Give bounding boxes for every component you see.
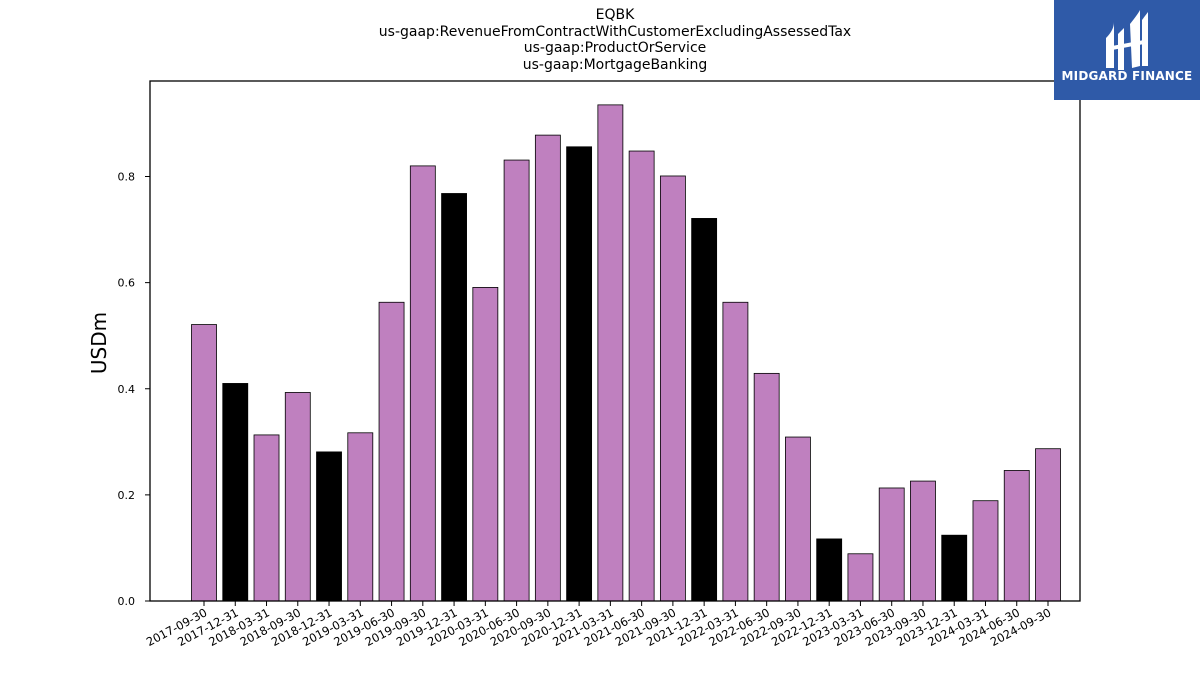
bar-2024-09-30 <box>1035 448 1061 602</box>
title-line-4: us-gaap:MortgageBanking <box>522 57 708 73</box>
bar-2023-03-31 <box>847 553 874 602</box>
bar-2018-09-30 <box>284 392 311 602</box>
bar-2019-03-31 <box>347 432 374 602</box>
bar-2017-09-30 <box>191 324 217 602</box>
bar-2020-06-30 <box>503 159 530 602</box>
bar-2022-03-31 <box>722 301 749 602</box>
bar-2021-03-31 <box>597 104 624 602</box>
bar-2023-06-30 <box>878 487 905 602</box>
y-tick-label: 0.4 <box>118 383 136 396</box>
y-tick-label: 0.0 <box>118 595 136 608</box>
y-tick-label: 0.2 <box>118 489 136 502</box>
bar-2017-12-31 <box>222 383 249 602</box>
bar-2019-12-31 <box>441 193 467 602</box>
y-tick-label: 0.8 <box>118 171 136 184</box>
bar-2021-06-30 <box>628 150 655 602</box>
bar-2024-06-30 <box>1003 470 1030 602</box>
y-tick-label: 0.6 <box>118 277 136 290</box>
bar-2022-09-30 <box>785 436 811 602</box>
bar-2023-09-30 <box>910 480 936 602</box>
bar-2023-12-31 <box>941 534 968 602</box>
logo-text: MIDGARD FINANCE <box>1061 69 1193 83</box>
title-line-3: us-gaap:ProductOrService <box>523 40 707 56</box>
midgard-finance-logo: MIDGARD FINANCE <box>1054 0 1200 100</box>
bar-2018-12-31 <box>316 451 342 602</box>
bar-2020-09-30 <box>534 134 561 602</box>
title-line-2: us-gaap:RevenueFromContractWithCustomerE… <box>378 24 852 40</box>
bar-2021-12-31 <box>691 218 718 602</box>
plot-frame <box>149 80 1081 602</box>
bar-2019-09-30 <box>409 165 436 602</box>
bar-2020-03-31 <box>472 287 499 602</box>
bar-2018-03-31 <box>253 434 280 602</box>
title-line-1: EQBK <box>595 7 635 23</box>
y-axis-label: USDm <box>87 312 111 374</box>
bar-2019-06-30 <box>378 301 405 602</box>
bar-2024-03-31 <box>972 500 999 602</box>
bar-2022-12-31 <box>816 538 843 602</box>
bar-2021-09-30 <box>659 175 686 602</box>
logo-mark-icon <box>1106 10 1148 70</box>
bar-2022-06-30 <box>753 372 780 602</box>
bar-2020-12-31 <box>566 146 593 602</box>
